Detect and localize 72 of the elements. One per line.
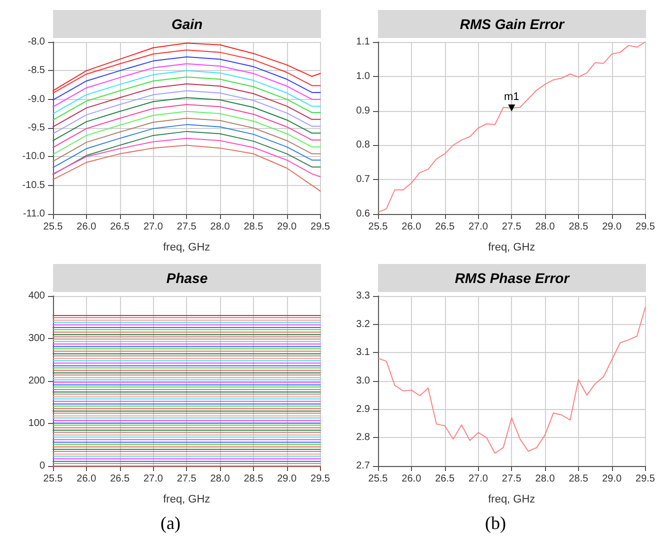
x-tick-label: 25.5 <box>368 474 388 484</box>
x-tick-label: 27.0 <box>143 222 164 232</box>
y-tick-label: -9.5 <box>28 122 46 134</box>
x-tick-label: 25.5 <box>43 474 64 484</box>
y-tick-label: 3.3 <box>356 290 370 302</box>
x-tick-label: 27.0 <box>468 222 488 232</box>
chart-title: Gain <box>171 16 203 32</box>
chart-title: Phase <box>166 270 208 286</box>
y-tick-label: 1.0 <box>356 70 370 82</box>
x-tick-label: 26.5 <box>435 474 455 484</box>
x-tick-label: 26.0 <box>76 222 97 232</box>
x-axis-title: freq, GHz <box>163 494 210 506</box>
x-tick-label: 29.5 <box>310 474 330 484</box>
y-tick-label: 2.7 <box>356 460 370 472</box>
y-tick-label: -8.5 <box>28 65 46 76</box>
x-tick-label: 29.5 <box>310 222 330 232</box>
y-tick-label: 3.2 <box>356 318 370 330</box>
x-tick-label: 29.5 <box>636 222 656 232</box>
x-tick-label: 27.0 <box>468 474 488 484</box>
x-axis-title: freq, GHz <box>163 242 210 254</box>
x-tick-label: 28.5 <box>244 222 264 232</box>
x-tick-label: 26.5 <box>110 222 130 232</box>
x-tick-label: 29.0 <box>602 474 622 484</box>
annotation: m1 <box>504 91 520 104</box>
y-tick-label: 0.7 <box>356 174 370 186</box>
x-tick-label: 28.5 <box>244 474 264 484</box>
y-tick-label: -11.0 <box>22 208 46 220</box>
x-tick-label: 28.0 <box>535 474 556 484</box>
x-tick-label: 29.0 <box>277 474 298 484</box>
y-tick-label: 0.6 <box>356 208 370 220</box>
x-tick-label: 28.0 <box>210 474 230 484</box>
x-tick-label: 26.0 <box>402 474 422 484</box>
chart-title: RMS Phase Error <box>454 270 571 286</box>
y-tick-label: 2.8 <box>356 432 370 444</box>
y-tick-label: 400 <box>28 290 46 302</box>
text: (b) <box>485 513 506 533</box>
x-tick-label: 26.5 <box>110 474 130 484</box>
y-tick-label: -8.0 <box>28 36 46 48</box>
y-tick-label: 3.0 <box>356 376 370 386</box>
x-tick-label: 25.5 <box>43 222 64 232</box>
x-tick-label: 25.5 <box>368 222 388 232</box>
x-axis-title: freq, GHz <box>488 242 536 254</box>
x-tick-label: 26.5 <box>435 222 455 232</box>
chart-title: RMS Gain Error <box>460 16 566 32</box>
y-tick-label: 200 <box>28 376 46 386</box>
x-tick-label: 26.0 <box>402 222 422 232</box>
x-tick-label: 27.5 <box>176 222 197 232</box>
x-tick-label: 28.5 <box>568 222 589 232</box>
x-axis-title: freq, GHz <box>488 494 536 506</box>
x-tick-label: 29.0 <box>277 222 298 232</box>
y-tick-label: 0 <box>39 460 46 472</box>
y-tick-label: 300 <box>28 333 46 344</box>
y-tick-label: 1.1 <box>356 36 370 48</box>
x-tick-label: 28.0 <box>535 222 556 232</box>
x-tick-label: 27.0 <box>143 474 164 484</box>
y-tick-label: 0.8 <box>356 140 370 151</box>
x-tick-label: 26.0 <box>76 474 97 484</box>
x-tick-label: 29.0 <box>602 222 622 232</box>
y-tick-label: -10.5 <box>22 180 46 191</box>
y-tick-label: 2.9 <box>356 404 370 415</box>
x-tick-label: 28.5 <box>568 474 589 484</box>
x-tick-label: 28.0 <box>210 222 230 232</box>
y-tick-label: 100 <box>28 418 46 429</box>
text: (a) <box>160 513 180 533</box>
x-tick-label: 29.5 <box>636 474 656 484</box>
y-tick-label: -9.0 <box>28 94 46 105</box>
y-tick-label: -10.0 <box>22 151 46 162</box>
y-tick-label: 3.1 <box>356 347 370 358</box>
x-tick-label: 27.5 <box>502 222 522 232</box>
x-tick-label: 27.5 <box>502 474 522 484</box>
y-tick-label: 0.9 <box>356 105 370 116</box>
x-tick-label: 27.5 <box>176 474 197 484</box>
